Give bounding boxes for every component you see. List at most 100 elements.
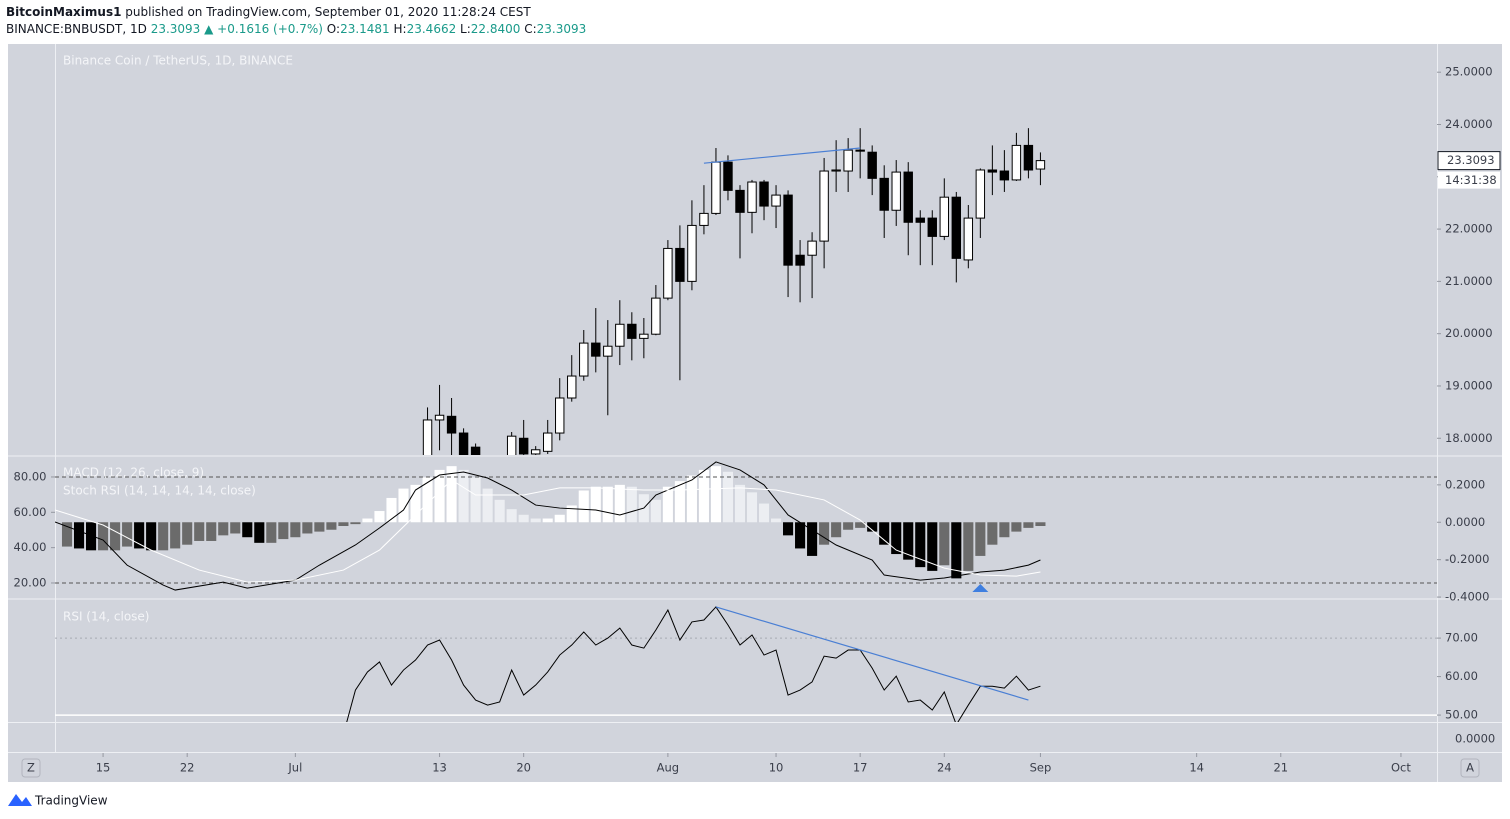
histogram-bar [542,518,553,523]
histogram-bar [963,522,974,571]
button-z[interactable] [21,758,41,778]
y-tick-label: 50.00 [1445,708,1478,722]
pane-title: RSI (14, close) [63,610,149,624]
button-a-label[interactable]: A [1466,761,1474,775]
x-tick-label: Aug [657,761,679,775]
candle-body [771,194,781,207]
bottom-pane-label: 0.0000 [1455,732,1495,746]
button-a[interactable] [1460,758,1480,778]
histogram-bar [602,486,613,523]
x-tick-label: 21 [1273,761,1288,775]
ohlc-key: H: [394,22,407,36]
x-tick-label: 17 [853,761,868,775]
histogram-bar [194,522,205,541]
histogram-bar [915,522,926,568]
candle-body [1011,144,1022,181]
histogram-bar [266,522,277,543]
histogram-bar [518,514,529,523]
candle-body [735,189,745,213]
histogram-bar [662,486,673,523]
histogram-bar [650,499,661,523]
y-tick-label: 19.0000 [1445,378,1493,392]
candle-body [591,342,601,357]
histogram-bar [554,514,565,523]
histogram-bar [1023,522,1034,528]
y-tick-label: 21.0000 [1445,274,1493,288]
histogram-bar [590,486,601,523]
histogram-bar [807,522,818,556]
header-line2: BINANCE:BNBUSDT, 1D 23.3093 ▲ +0.1616 (+… [6,22,586,36]
candle-body [927,217,937,237]
histogram-bar [470,477,481,523]
x-tick-label: 13 [432,761,447,775]
trend-line [715,606,1029,701]
histogram-bar [819,522,830,545]
histogram-bar [831,522,842,538]
histogram-bar [73,522,85,549]
trend-line [703,147,861,164]
candle-body [422,419,433,455]
button-z-label[interactable]: Z [27,761,35,775]
candle-body [999,170,1010,181]
histogram-bar [530,518,541,523]
histogram-bar [374,511,385,523]
histogram-bar [206,522,217,541]
histogram-bar [987,522,998,545]
histogram-bar [278,522,289,540]
histogram-bar [686,475,697,523]
y-tick-label: 22.0000 [1445,222,1493,236]
histogram-bar [746,492,758,523]
histogram-bar [122,522,133,547]
histogram-bar [578,490,589,523]
histogram-bar [398,488,409,523]
x-tick-label: 20 [516,761,531,775]
histogram-bar [566,505,577,523]
candle-body [891,171,901,211]
candle-body [1023,144,1034,171]
candle-body [711,161,721,214]
ohlc-value: 23.3093 [537,22,587,36]
histogram-bar [482,488,493,523]
histogram-bar [458,469,469,523]
candle-body [446,415,457,434]
histogram-bar [999,522,1010,538]
y-tick-label: 40.00 [14,540,47,554]
y-tick-label: 80.00 [14,469,47,483]
histogram-bar [903,522,914,560]
histogram-bar [98,522,109,551]
histogram-bar [855,522,866,528]
price-tag-box [1437,151,1501,171]
candle-body [759,181,769,207]
histogram-bar [783,522,794,536]
histogram-bar [674,481,685,523]
stoch-title: Stoch RSI (14, 14, 14, 14, close) [63,484,256,498]
y-tick-label: 20.0000 [1445,326,1493,340]
y-tick-label: 60.00 [14,505,47,519]
candle-body [663,247,673,299]
candle-body [747,181,757,213]
candle-body [530,449,541,455]
pane-title: Binance Coin / TetherUS, 1D, BINANCE [63,54,293,68]
author: BitcoinMaximus1 [6,5,121,19]
candle-body [939,196,949,237]
candle-body [579,342,589,377]
x-tick-label: 24 [937,761,952,775]
x-tick-label: 22 [180,761,195,775]
candle-body [675,247,685,282]
candle-body [795,254,805,266]
x-tick-label: 15 [96,761,111,775]
histogram-bar [386,497,397,523]
y-tick-label: 18.0000 [1445,431,1493,445]
y-tick-label: 20.00 [14,575,47,589]
candle-body [458,432,469,455]
candle-body [470,446,481,455]
candle-body [603,345,613,357]
x-tick-label: Oct [1391,761,1411,775]
candle-body [819,170,829,242]
histogram-bar [61,522,73,547]
countdown-box [1438,171,1500,189]
candle-body [627,323,637,339]
y-tick-label: 60.00 [1445,669,1478,683]
